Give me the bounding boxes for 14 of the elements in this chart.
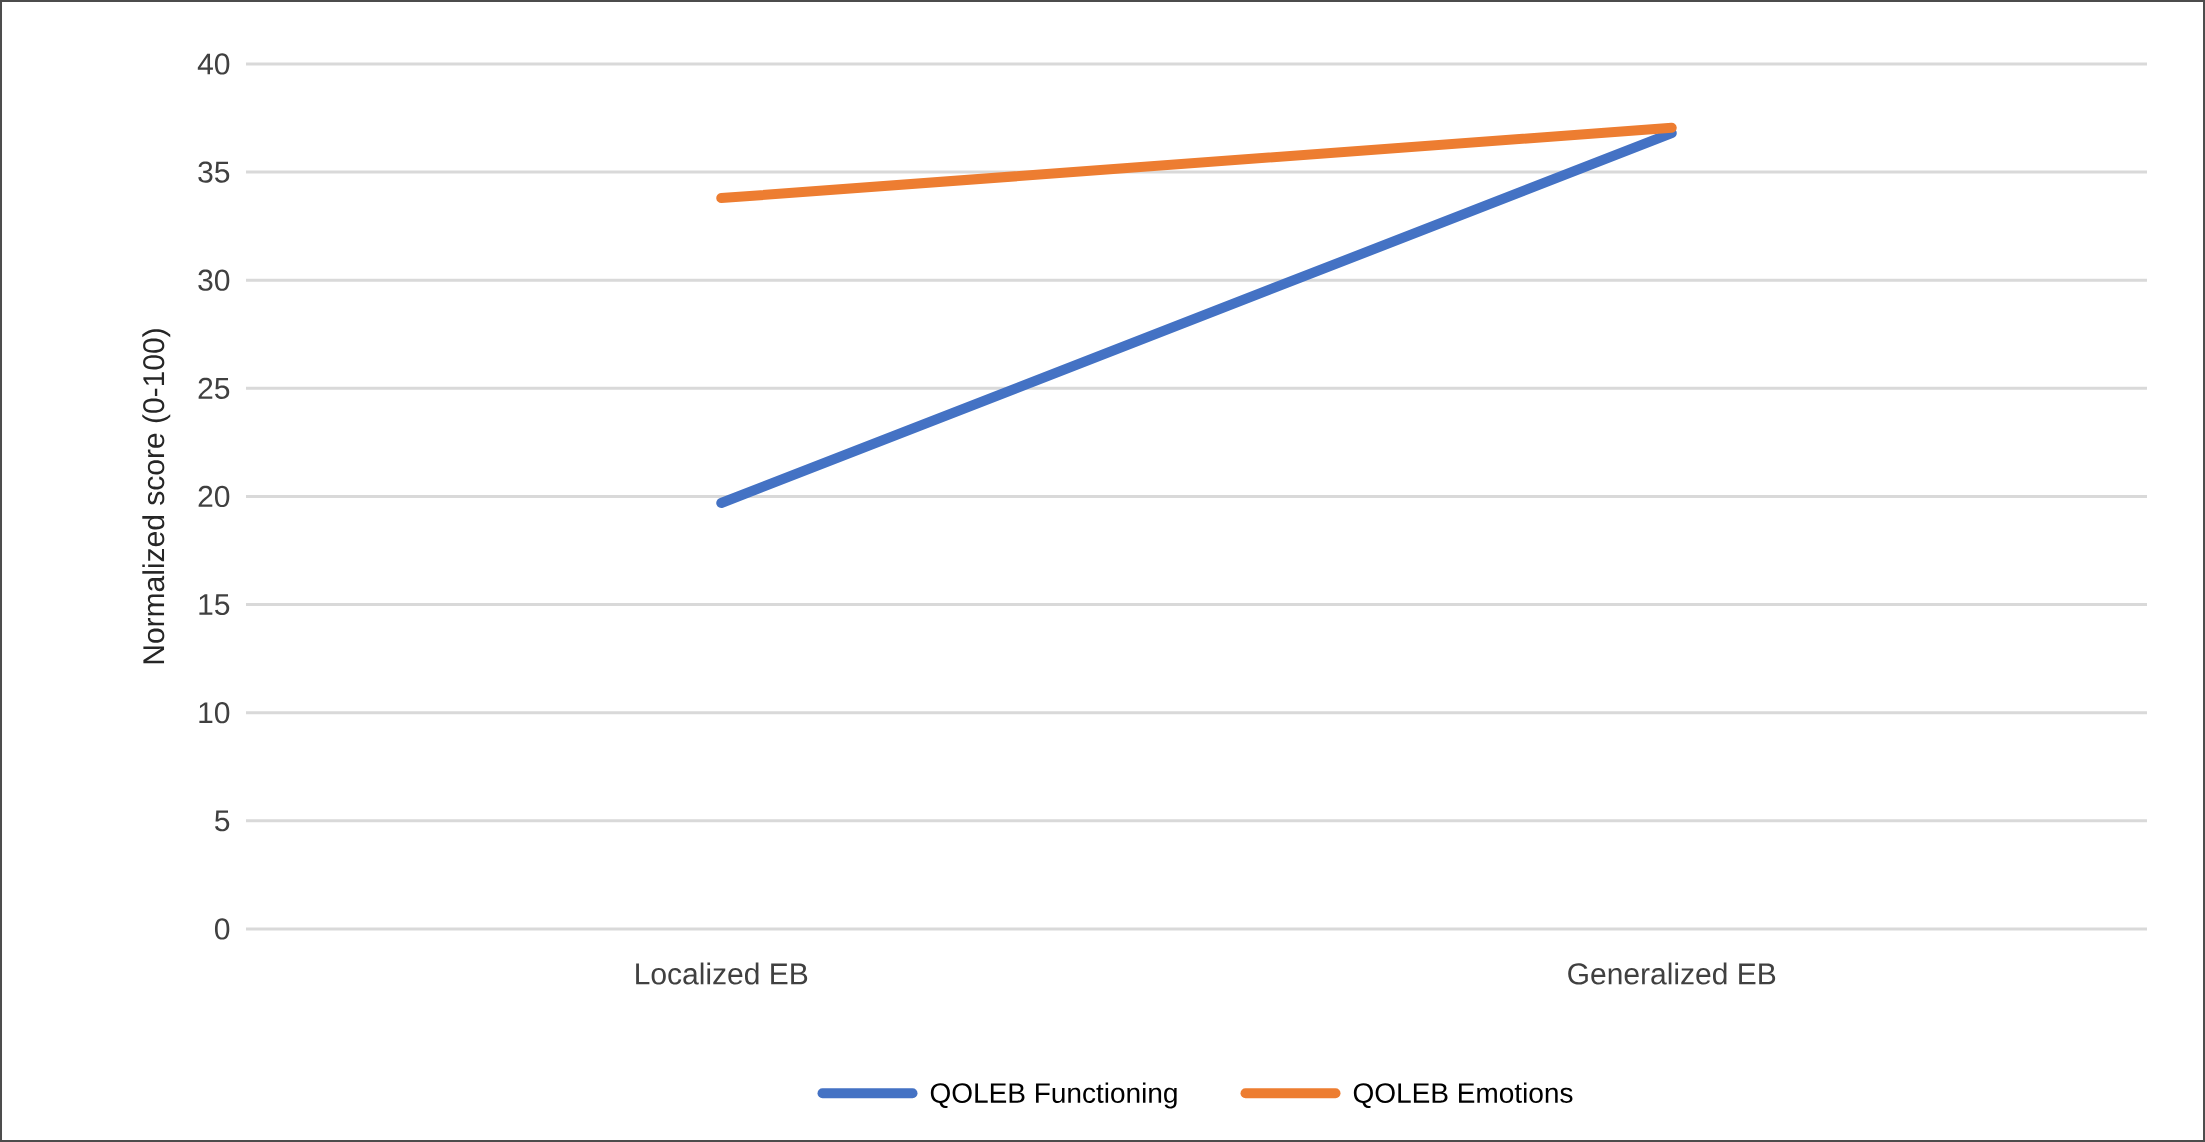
y-axis-title: Normalized score (0-100) [142, 329, 171, 664]
y-tick-label: 15 [199, 594, 230, 616]
legend-label: QOLEB Functioning [930, 1082, 1177, 1109]
y-tick-label: 0 [214, 918, 230, 940]
y-tick-label: 40 [197, 53, 230, 75]
y-tick-label: 10 [199, 702, 230, 724]
y-tick-label: 30 [198, 269, 230, 291]
x-tick-label: Localized EB [636, 962, 808, 985]
y-tick-label: 35 [198, 161, 230, 183]
legend-label: QOLEB Emotions [1353, 1082, 1573, 1109]
x-tick-label: Generalized EB [1568, 962, 1776, 985]
y-tick-label: 5 [215, 810, 230, 832]
y-tick-label: 25 [198, 377, 230, 399]
y-tick-label: 20 [198, 485, 230, 508]
